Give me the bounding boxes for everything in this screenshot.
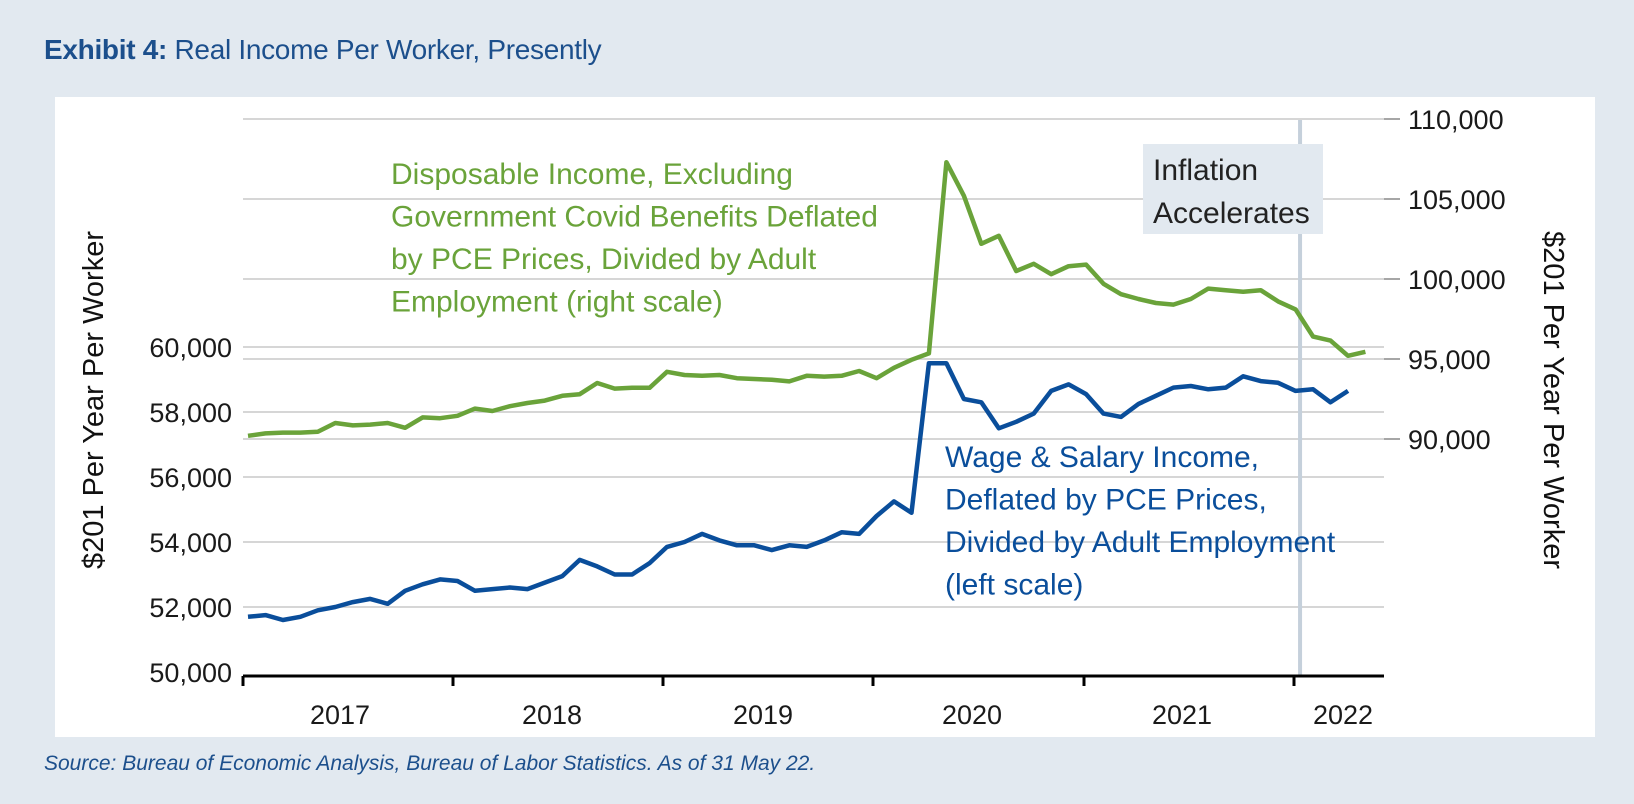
inflation-label-line2: Accelerates — [1153, 197, 1310, 230]
x-tick-label: 2020 — [942, 700, 1002, 730]
x-tick-label: 2021 — [1152, 700, 1212, 730]
inflation-label-box — [1143, 144, 1323, 234]
left-tick-label: 50,000 — [149, 658, 232, 688]
left-tick-label: 56,000 — [149, 463, 232, 493]
right-axis-title: $201 Per Year Per Worker — [1537, 231, 1569, 569]
inflation-label-line1: Inflation — [1153, 154, 1258, 187]
x-tick-label: 2022 — [1313, 700, 1373, 730]
left-tick-label: 60,000 — [149, 333, 232, 363]
series-label-wage-salary: (left scale) — [945, 569, 1083, 602]
left-tick-label: 58,000 — [149, 398, 232, 428]
left-axis-title: $201 Per Year Per Worker — [78, 231, 110, 569]
left-tick-label: 54,000 — [149, 528, 232, 558]
right-tick-label: 95,000 — [1408, 345, 1491, 375]
right-tick-label: 105,000 — [1408, 185, 1506, 215]
exhibit-number: Exhibit 4: — [44, 34, 168, 65]
x-tick-label: 2019 — [733, 700, 793, 730]
right-tick-label: 90,000 — [1408, 425, 1491, 455]
series-label-wage-salary: Deflated by PCE Prices, — [945, 484, 1267, 517]
x-tick-label: 2018 — [522, 700, 582, 730]
series-label-disposable-income: Government Covid Benefits Deflated — [391, 201, 878, 234]
right-tick-label: 110,000 — [1408, 105, 1504, 135]
series-label-wage-salary: Wage & Salary Income, — [945, 441, 1259, 474]
left-tick-label: 52,000 — [149, 593, 232, 623]
series-label-disposable-income: by PCE Prices, Divided by Adult — [391, 243, 817, 276]
series-label-wage-salary: Divided by Adult Employment — [945, 526, 1336, 559]
exhibit-title: Exhibit 4: Real Income Per Worker, Prese… — [44, 34, 602, 66]
source-note: Source: Bureau of Economic Analysis, Bur… — [44, 752, 816, 775]
series-line-disposable-income — [247, 159, 1366, 439]
series-line-wage-salary — [247, 361, 1350, 623]
right-tick-label: 100,000 — [1408, 265, 1506, 295]
chart-panel — [55, 97, 1595, 737]
series-label-disposable-income: Disposable Income, Excluding — [391, 158, 793, 191]
series-label-disposable-income: Employment (right scale) — [391, 286, 723, 319]
exhibit-title-text: Real Income Per Worker, Presently — [167, 34, 602, 65]
x-tick-label: 2017 — [310, 700, 370, 730]
